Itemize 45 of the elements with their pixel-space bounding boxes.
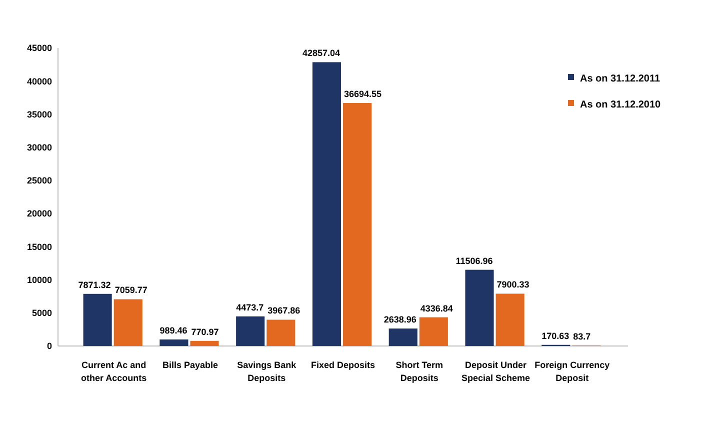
data-label: 3967.86 [268,306,300,316]
y-tick-label: 30000 [26,142,52,152]
y-tick-label: 35000 [26,109,52,120]
bar [343,103,372,346]
data-label: 4473.7 [236,302,264,312]
data-label: 7059.77 [114,285,148,296]
data-label: 42857.04 [302,48,340,58]
bar [266,320,296,346]
data-label: 83.7 [573,331,591,342]
bar [419,317,448,346]
x-tick-label: Foreign Currency Deposit [534,360,610,383]
x-tick-label: Fixed Deposits [310,360,376,370]
bar [160,339,188,346]
y-tick-label: 0 [46,341,52,352]
data-label: 2638.96 [384,314,416,325]
y-tick-label: 20000 [26,208,52,219]
legend-label: As on 31.12.2011 [580,74,660,84]
legend-label: As on 31.12.2010 [580,100,662,110]
data-label: 770.97 [191,326,219,337]
x-tick-label: Short Term Deposits [396,360,444,383]
data-label: 7900.33 [496,280,530,290]
y-tick-label: 15000 [26,242,52,252]
y-tick-label: 5000 [32,308,52,318]
y-tick-label: 40000 [26,76,52,86]
bar [496,294,524,346]
x-tick-label: Bills Payable [162,360,218,370]
bar [114,299,142,346]
data-label: 7871.32 [78,280,111,290]
bar [83,294,112,346]
data-label: 11506.96 [456,256,493,266]
data-label: 36694.55 [344,89,382,99]
bar [312,62,341,346]
x-tick-label: Current Ac and other Accounts [80,360,147,383]
data-label: 170.63 [542,330,570,341]
data-label: 4336.84 [420,303,453,314]
y-tick-label: 25000 [26,176,52,186]
x-tick-label: Savings Bank Deposits [237,360,298,383]
bar [236,316,265,346]
bar [388,328,418,346]
y-tick-label: 45000 [26,43,52,54]
x-tick-label: Deposit Under Special Scheme [462,360,530,383]
bar [190,340,219,346]
data-label: 989.46 [160,325,188,336]
bar [465,270,494,346]
y-tick-label: 10000 [26,274,52,285]
